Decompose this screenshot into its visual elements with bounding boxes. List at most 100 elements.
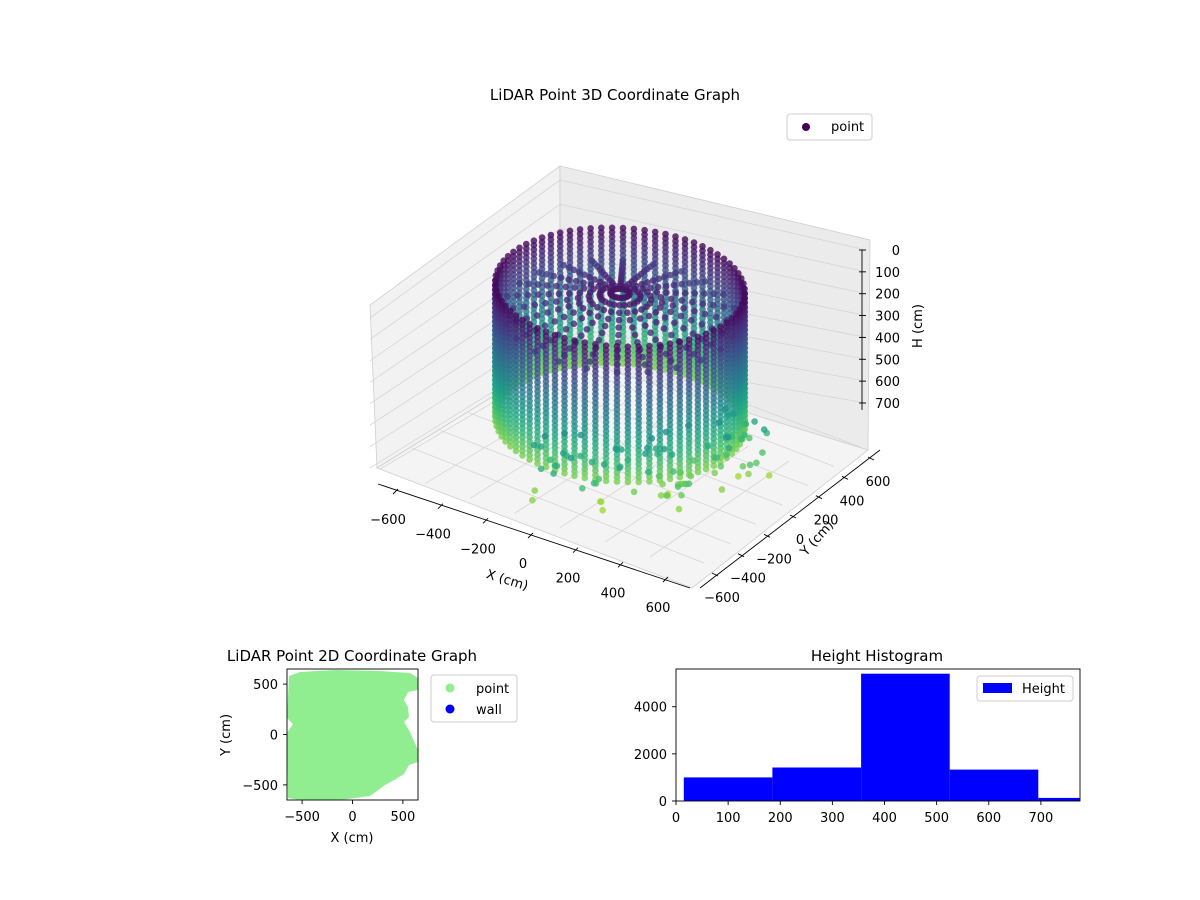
- plot3d-x-gridline: [649, 460, 790, 558]
- plot3d-point: [725, 433, 732, 441]
- plot3d-point: [646, 428, 653, 436]
- plot3d-point: [656, 377, 664, 385]
- plot3d-point: [537, 443, 545, 450]
- plot3d-point: [670, 468, 677, 475]
- plot3d-point: [531, 301, 539, 309]
- plot3d-point: [659, 480, 666, 488]
- plot3d-point: [678, 280, 685, 288]
- plot3d-point: [590, 479, 598, 487]
- hist-frame: [675, 668, 1081, 802]
- plot3d-point: [662, 428, 670, 436]
- plot3d-point: [587, 247, 594, 255]
- plot3d-legend-label: point: [831, 120, 864, 135]
- plot3d-point: [676, 419, 684, 427]
- plot3d-point: [616, 302, 623, 309]
- plot3d-point: [657, 304, 664, 311]
- plot3d-point: [594, 304, 601, 311]
- plot3d-point: [624, 309, 631, 317]
- hist-y-ticklabel: 0: [659, 795, 667, 810]
- plot3d-point: [698, 321, 706, 328]
- plot3d-point: [519, 388, 526, 396]
- plot3d-x-tick: [527, 532, 534, 539]
- plot3d-point: [541, 433, 549, 440]
- plot3d-x-ticklabel: 400: [601, 586, 626, 601]
- hist-bar: [861, 673, 950, 801]
- plot3d-point: [686, 280, 693, 287]
- plot3d-point: [641, 258, 648, 266]
- plot3d-point: [557, 274, 565, 282]
- plot3d-point: [550, 272, 557, 280]
- plot3d-point: [660, 445, 668, 453]
- plot3d-point: [587, 337, 594, 345]
- plot3d-point: [666, 475, 674, 483]
- plot3d-point: [723, 391, 730, 399]
- plot3d-point: [691, 307, 698, 315]
- plot3d-point: [648, 435, 656, 442]
- plot3d-point: [588, 458, 596, 466]
- plot3d-point: [674, 483, 682, 491]
- plot3d-point: [710, 412, 717, 420]
- plot3d-point: [738, 435, 745, 443]
- plot3d-point: [631, 308, 639, 315]
- plot3d-point: [602, 441, 610, 449]
- plot3d-point: [710, 462, 717, 470]
- plot3d-point: [561, 460, 568, 468]
- plot3d-point: [626, 316, 634, 324]
- plot3d-point: [663, 492, 670, 499]
- plot2d-y-ticklabel: −500: [242, 779, 278, 794]
- plot3d-point: [654, 450, 661, 458]
- plot3d-point: [707, 282, 714, 290]
- plot3d-x-ticklabel: 0: [519, 557, 527, 572]
- plot3d-point: [551, 462, 559, 469]
- plot3d-point: [567, 454, 575, 462]
- plot3d-point: [571, 368, 578, 376]
- plot3d-point: [678, 297, 686, 304]
- plot3d-point: [661, 314, 669, 321]
- plot3d-point: [685, 448, 693, 456]
- plot3d-point: [690, 284, 698, 292]
- plot3d-point: [616, 309, 623, 317]
- plot3d-point: [691, 290, 699, 297]
- plot3d-point: [662, 307, 669, 314]
- plot3d-point: [542, 346, 550, 354]
- plot3d-point: [718, 486, 726, 493]
- hist-bar: [1038, 797, 1080, 801]
- plot3d-point: [681, 263, 689, 270]
- plot3d-point: [702, 456, 710, 464]
- plot3d-point: [524, 291, 532, 299]
- plot3d-point: [677, 312, 685, 320]
- plot3d-point: [601, 322, 609, 330]
- plot3d-point: [560, 313, 568, 321]
- plot3d-point: [507, 443, 514, 450]
- plot3d-point: [537, 465, 545, 473]
- plot3d-point: [694, 347, 702, 354]
- plot2d-legend-wall-label: wall: [476, 703, 502, 718]
- plot3d-point: [602, 396, 610, 403]
- plot2d-ylabel: Y (cm): [219, 714, 234, 757]
- plot3d-point: [666, 344, 674, 352]
- plot3d-point: [717, 427, 724, 434]
- plot3d-y-tick: [711, 572, 719, 577]
- plot3d-point: [574, 294, 582, 302]
- plot3d-point: [690, 239, 698, 246]
- plot3d-point: [560, 261, 567, 269]
- plot3d-point: [630, 360, 638, 368]
- plot3d-point: [636, 315, 644, 322]
- plot3d-point: [531, 487, 539, 494]
- plot2d-xlabel: X (cm): [331, 831, 374, 846]
- plot3d-point: [562, 326, 570, 333]
- plot3d-point: [575, 300, 583, 307]
- hist-title: Height Histogram: [811, 647, 943, 665]
- plot3d-point: [680, 325, 687, 332]
- plot3d-z-ticklabel: 300: [875, 310, 900, 325]
- plot3d-point: [566, 331, 574, 338]
- plot3d-point: [711, 454, 718, 461]
- plot2d-point-cloud: [287, 670, 418, 800]
- plot3d-point: [701, 290, 708, 297]
- plot3d-point: [751, 418, 758, 425]
- plot3d-point: [589, 319, 596, 327]
- plot3d-point: [618, 446, 625, 453]
- plot3d-point: [589, 300, 596, 308]
- plot3d-point: [512, 316, 520, 324]
